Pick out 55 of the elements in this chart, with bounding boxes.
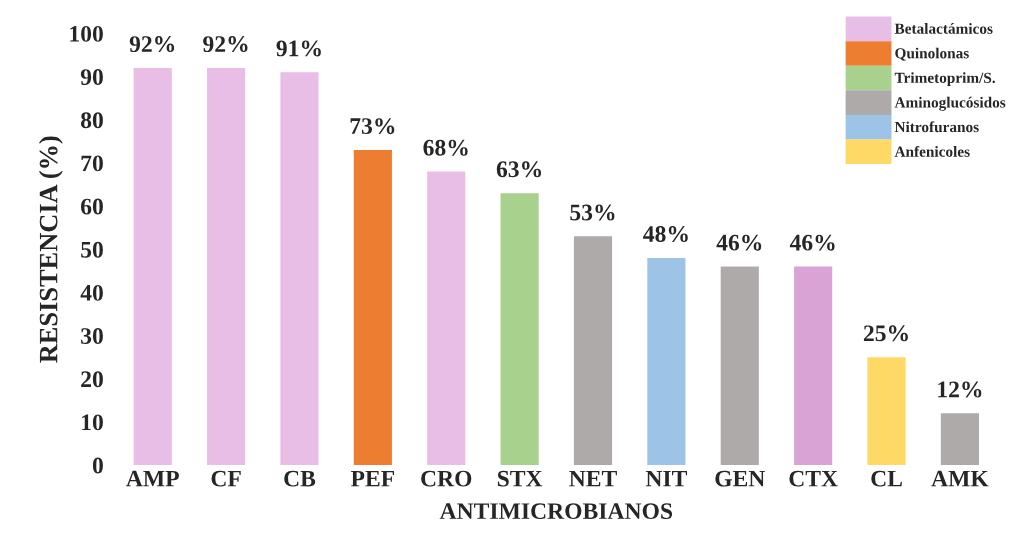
x-axis-title: ANTIMICROBIANOS (439, 503, 673, 520)
bar (940, 413, 979, 466)
data-label: 68% (423, 139, 468, 156)
data-label: 73% (350, 118, 395, 135)
data-label: 46% (789, 234, 835, 251)
y-tick-label: 30 (81, 328, 103, 345)
data-label: 48% (643, 226, 688, 243)
data-label: 12% (938, 381, 982, 398)
data-label: 53% (570, 204, 615, 221)
data-label: 46% (716, 234, 762, 251)
x-tick-label: NET (569, 470, 617, 487)
data-label: 63% (496, 161, 542, 178)
x-tick-label: CRO (421, 470, 472, 487)
x-tick-label: CB (284, 470, 316, 487)
bar (427, 171, 466, 466)
bar (573, 236, 613, 466)
x-tick-label: CL (871, 470, 902, 487)
legend-label: Nitrofuranos (894, 121, 979, 133)
x-tick-label: AMK (931, 470, 989, 487)
data-label: 25% (863, 325, 908, 342)
y-tick-label: 100 (70, 25, 103, 42)
x-tick-label: STX (497, 470, 543, 487)
y-tick-label: 10 (82, 414, 103, 431)
bar (280, 72, 319, 466)
y-tick-label: 50 (81, 241, 103, 258)
bar (720, 266, 759, 466)
bar (867, 357, 906, 466)
x-tick-label: CF (211, 470, 241, 487)
y-tick-label: 70 (81, 155, 103, 172)
data-label: 92% (129, 36, 175, 53)
x-tick-label: GEN (715, 470, 766, 487)
legend-label: Trimetoprim/S. (894, 72, 995, 87)
bar (794, 266, 833, 466)
x-tick-label: AMP (126, 470, 179, 487)
y-tick-label: 0 (92, 457, 103, 474)
x-tick-label: CTX (789, 470, 838, 487)
legend-label: Anfenicoles (894, 145, 970, 157)
legend-label: Quinolonas (895, 47, 969, 61)
y-tick-label: 20 (81, 371, 103, 388)
bar (647, 257, 686, 466)
data-label: 92% (203, 36, 248, 53)
y-tick-label: 90 (80, 69, 103, 86)
x-tick-label: NIT (645, 470, 688, 487)
bar (133, 67, 172, 466)
bar (207, 67, 246, 466)
legend-label: Aminoglucósidos (894, 96, 1006, 111)
data-label: 91% (276, 40, 321, 57)
legend-label: Betalactámicos (894, 23, 993, 34)
y-tick-label: 60 (81, 198, 103, 215)
x-tick-label: PEF (350, 470, 395, 487)
bar (353, 149, 392, 466)
y-axis-title: RESISTENCIA (%) (38, 136, 63, 363)
y-tick-label: 40 (80, 284, 103, 301)
bar (500, 193, 539, 466)
y-tick-label: 80 (80, 112, 103, 129)
